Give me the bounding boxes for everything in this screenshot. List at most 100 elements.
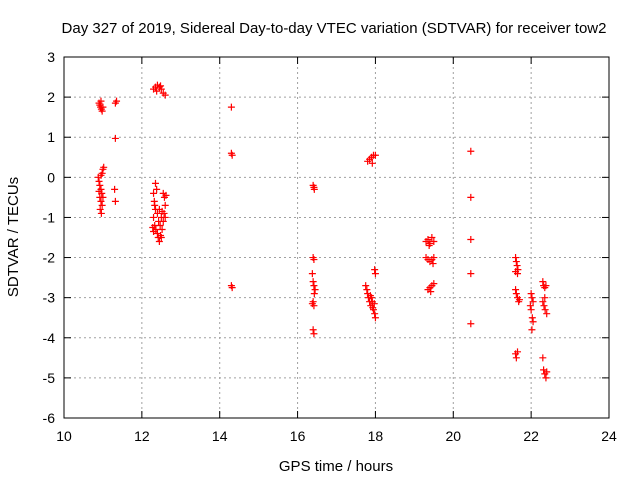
data-point [157,231,165,239]
data-point [512,290,520,298]
x-tick-label: 22 [523,428,539,444]
data-point [428,234,436,241]
data-point [309,278,317,286]
plot-frame [63,56,610,419]
data-point [153,209,161,217]
data-point [527,306,535,314]
data-point [310,330,318,338]
data-point [512,268,520,276]
data-point [514,348,522,356]
data-point [467,270,475,278]
y-axis-label: SDTVAR / TECUs [5,177,22,297]
data-point [95,177,103,185]
data-point [150,213,158,221]
data-point [540,302,548,310]
data-point [100,163,108,171]
y-tick-label: 0 [47,169,55,185]
data-point [111,134,119,142]
data-point [430,280,438,288]
data-point [371,151,379,159]
data-point [424,236,432,244]
data-point [310,256,318,264]
data-point [96,181,104,189]
data-point [97,209,105,217]
y-tick-label: -6 [43,410,56,426]
data-point [96,205,104,213]
data-point [528,326,536,334]
data-point [155,238,163,246]
data-point [150,189,158,197]
data-point [371,270,379,278]
x-tick-labels: 10 12 14 16 18 20 22 24 [56,428,617,444]
data-point [515,296,523,304]
y-tick-labels: 3 2 1 0 -1 -2 -3 -4 -5 -6 [43,49,56,426]
data-point [155,217,163,225]
x-tick-label: 10 [56,428,72,444]
data-point [311,286,319,294]
data-point [543,368,551,376]
data-point [310,185,318,193]
data-point [542,282,550,290]
data-point [153,87,161,95]
data-point [512,254,520,262]
data-point [371,310,379,318]
data-point [310,290,318,298]
data-point [99,193,107,201]
data-point [161,213,169,221]
data-point [111,197,119,205]
data-point [513,262,521,270]
data-point [512,286,520,294]
data-point [541,294,549,302]
data-points [94,81,551,382]
data-point [528,314,536,322]
grid-lines [64,57,609,418]
data-point [151,201,159,209]
data-point [228,284,236,292]
y-tick-label: 2 [47,89,55,105]
data-point [158,225,166,233]
data-point [308,300,316,308]
data-point [113,97,121,105]
x-tick-label: 20 [445,428,461,444]
y-tick-label: -2 [43,250,56,266]
data-point [158,207,166,215]
data-point [543,310,551,318]
data-point [310,282,318,290]
data-point [161,201,169,209]
data-point [99,103,107,111]
data-point [227,103,235,111]
y-tick-label: -5 [43,370,56,386]
data-point [371,266,379,274]
data-point [111,185,119,193]
data-point [526,302,534,310]
data-point [153,185,161,193]
data-point [151,179,159,187]
data-point [156,221,164,229]
data-point [467,193,475,201]
data-point [425,242,433,250]
x-axis-label: GPS time / hours [279,458,393,475]
data-point [150,227,158,235]
data-point [149,223,157,231]
y-tick-label: -3 [43,290,56,306]
data-point [528,294,536,302]
x-tick-label: 16 [290,428,306,444]
x-tick-label: 18 [368,428,384,444]
data-point [98,107,106,115]
y-tick-label: 1 [47,129,55,145]
data-point [541,306,549,314]
data-point [429,260,437,268]
data-point [529,318,537,326]
y-tick-label: 3 [47,49,55,65]
data-point [363,286,371,294]
data-point [467,320,475,328]
data-point [527,290,535,298]
data-point [308,270,316,278]
data-point [161,91,169,99]
data-point [512,258,520,266]
data-point [362,282,370,290]
data-point [467,236,475,244]
y-tick-label: -4 [43,330,56,346]
